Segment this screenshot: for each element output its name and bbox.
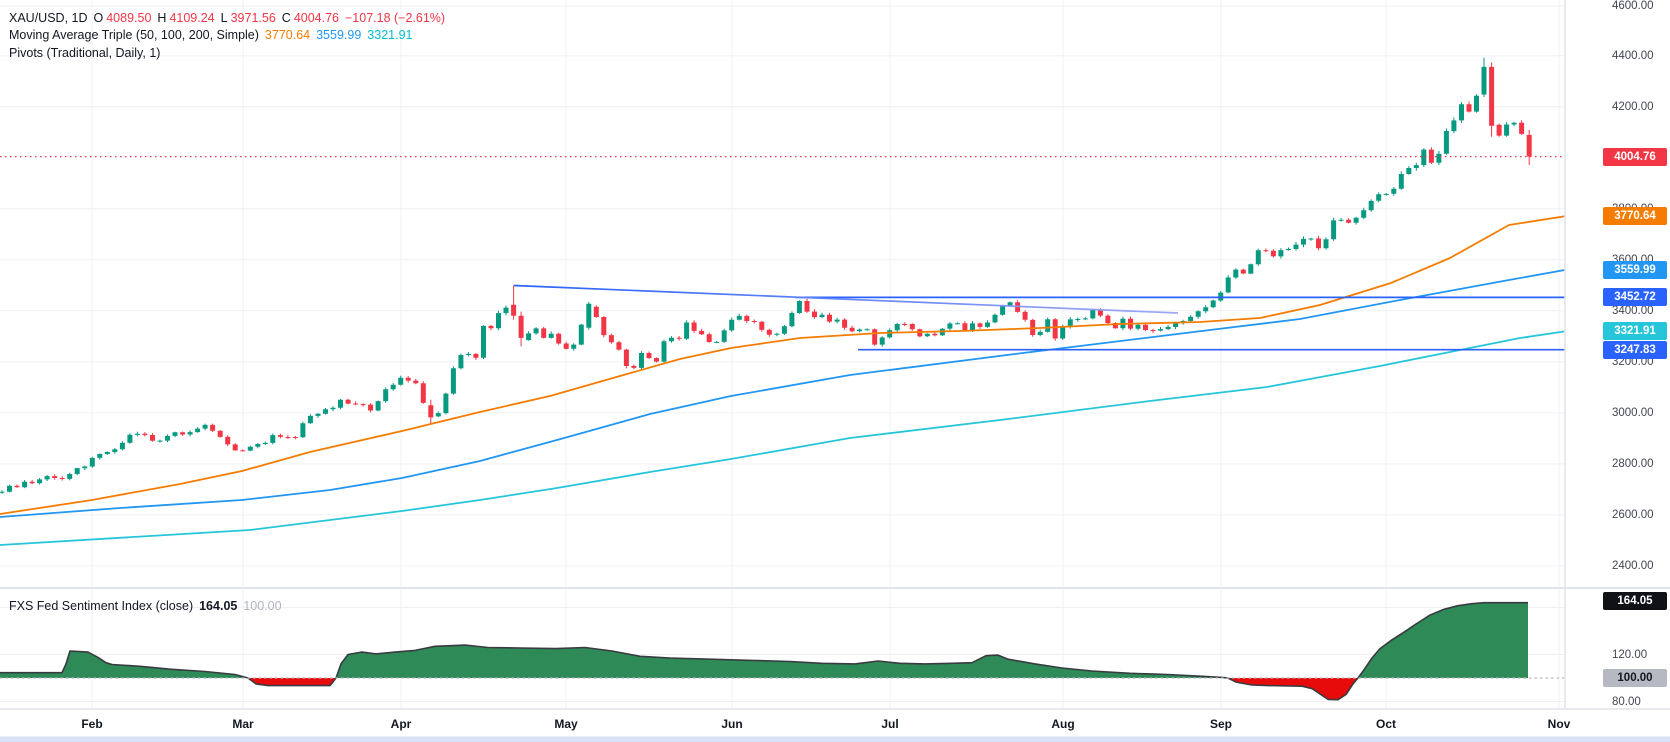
- open-value: 4089.50: [106, 10, 152, 25]
- price-tick-label: 4200.00: [1612, 100, 1654, 113]
- ma-line-200: [0, 330, 1565, 546]
- symbol-title: XAU/USD, 1D: [9, 10, 88, 25]
- month-label: Feb: [81, 717, 103, 731]
- candle-bodies-up: [0, 66, 1517, 493]
- symbol-ohlc-row[interactable]: XAU/USD, 1D O 4089.50 H 4109.24 L 3971.5…: [9, 9, 445, 27]
- sentiment-area-negative: [0, 678, 1528, 700]
- price-tick-label: 2800.00: [1612, 457, 1654, 470]
- sentiment-value: 164.05: [199, 598, 238, 613]
- month-label: Aug: [1051, 717, 1075, 731]
- price-label-pill: 3247.83: [1603, 340, 1667, 359]
- ma-indicator-row[interactable]: Moving Average Triple (50, 100, 200, Sim…: [9, 27, 445, 45]
- sentiment-legend: FXS Fed Sentiment Index (close) 164.05 1…: [9, 597, 282, 615]
- ma-indicator-label: Moving Average Triple (50, 100, 200, Sim…: [9, 28, 259, 43]
- bottom-scroll-strip[interactable]: [0, 736, 1670, 742]
- high-label: H: [157, 10, 167, 25]
- sentiment-indicator-label: FXS Fed Sentiment Index (close): [9, 598, 194, 613]
- ma100-value: 3559.99: [316, 28, 362, 43]
- price-label-pill: 100.00: [1603, 669, 1667, 687]
- sentiment-indicator-row[interactable]: FXS Fed Sentiment Index (close) 164.05 1…: [9, 597, 282, 615]
- sentiment-base-value: 100.00: [243, 598, 282, 613]
- price-tick-label: 2600.00: [1612, 508, 1654, 521]
- price-tick-label: 4400.00: [1612, 49, 1654, 62]
- price-label-pill: 3452.72: [1603, 288, 1667, 307]
- change-value: −107.18 (−2.61%): [345, 10, 446, 25]
- close-value: 4004.76: [293, 10, 339, 25]
- price-tick-label: 3000.00: [1612, 406, 1654, 419]
- candle-wicks-down: [16, 62, 1530, 488]
- low-label: L: [220, 10, 228, 25]
- pivots-indicator-label: Pivots (Traditional, Daily, 1): [9, 45, 161, 60]
- month-label: May: [554, 717, 578, 731]
- month-label: Apr: [390, 717, 412, 731]
- sentiment-area-positive: [0, 602, 1528, 678]
- price-tick-label: 3200.00: [1612, 355, 1654, 368]
- price-tick-label: 3400.00: [1612, 304, 1654, 317]
- pivots-indicator-row[interactable]: Pivots (Traditional, Daily, 1): [9, 44, 445, 62]
- month-label: Sep: [1209, 717, 1233, 731]
- price-tick-label: 2400.00: [1612, 559, 1654, 572]
- price-label-pill: 4004.76: [1603, 147, 1667, 166]
- close-label: C: [281, 10, 291, 25]
- month-label: Oct: [1375, 717, 1397, 731]
- low-value: 3971.56: [230, 10, 276, 25]
- trendline[interactable]: [513, 284, 1179, 314]
- month-label: Nov: [1547, 717, 1571, 731]
- price-label-pill: 164.05: [1603, 592, 1667, 610]
- price-label-pill: 3770.64: [1603, 207, 1667, 226]
- open-label: O: [93, 10, 104, 25]
- ma50-value: 3770.64: [264, 28, 311, 43]
- month-label: Jun: [721, 717, 743, 731]
- price-tick-label: 120.00: [1612, 648, 1648, 661]
- price-label-pill: 3321.91: [1603, 321, 1667, 340]
- price-tick-label: 4600.00: [1612, 0, 1654, 12]
- ma-line-50: [0, 215, 1565, 515]
- candle-bodies-down: [14, 66, 1532, 488]
- sentiment-line: [0, 601, 1528, 701]
- candle-wicks-up: [1, 57, 1515, 494]
- ma-line-100: [0, 269, 1565, 518]
- high-value: 4109.24: [169, 10, 215, 25]
- ma200-value: 3321.91: [367, 28, 413, 43]
- main-legend: XAU/USD, 1D O 4089.50 H 4109.24 L 3971.5…: [9, 9, 445, 62]
- price-label-pill: 3559.99: [1603, 261, 1667, 280]
- month-label: Mar: [232, 717, 254, 731]
- price-tick-label: 80.00: [1612, 695, 1641, 708]
- month-label: Jul: [881, 717, 899, 731]
